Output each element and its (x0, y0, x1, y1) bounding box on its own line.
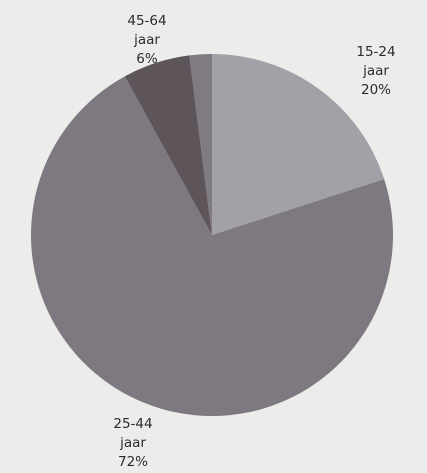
slice-label-0-line-2: 20% (361, 82, 391, 98)
slice-label-1-line-0: 25-44 (113, 416, 152, 432)
pie-slice-2 (124, 55, 212, 236)
slice-label-0-line-1: jaar (362, 63, 389, 79)
slice-label-1-line-1: jaar (119, 435, 146, 451)
slice-label-1-line-2: 72% (118, 454, 148, 470)
slice-label-0-line-0: 15-24 (356, 44, 395, 60)
pie-slice-3 (189, 54, 212, 235)
slice-label-2-line-0: 45-64 (127, 13, 166, 29)
slice-label-2-line-2: 6% (136, 51, 158, 67)
pie-slices (30, 54, 393, 417)
pie-slice-1 (30, 76, 393, 417)
slice-label-1: 25-44 jaar 72% (113, 416, 152, 470)
pie-slice-0 (212, 54, 385, 235)
slice-label-2: 45-64 jaar 6% (127, 13, 166, 67)
slice-label-0: 15-24 jaar 20% (356, 44, 395, 98)
slice-label-2-line-1: jaar (133, 32, 160, 48)
pie-labels: 15-24 jaar 20% 25-44 jaar 72% 45-64 jaar 6% (113, 13, 395, 470)
